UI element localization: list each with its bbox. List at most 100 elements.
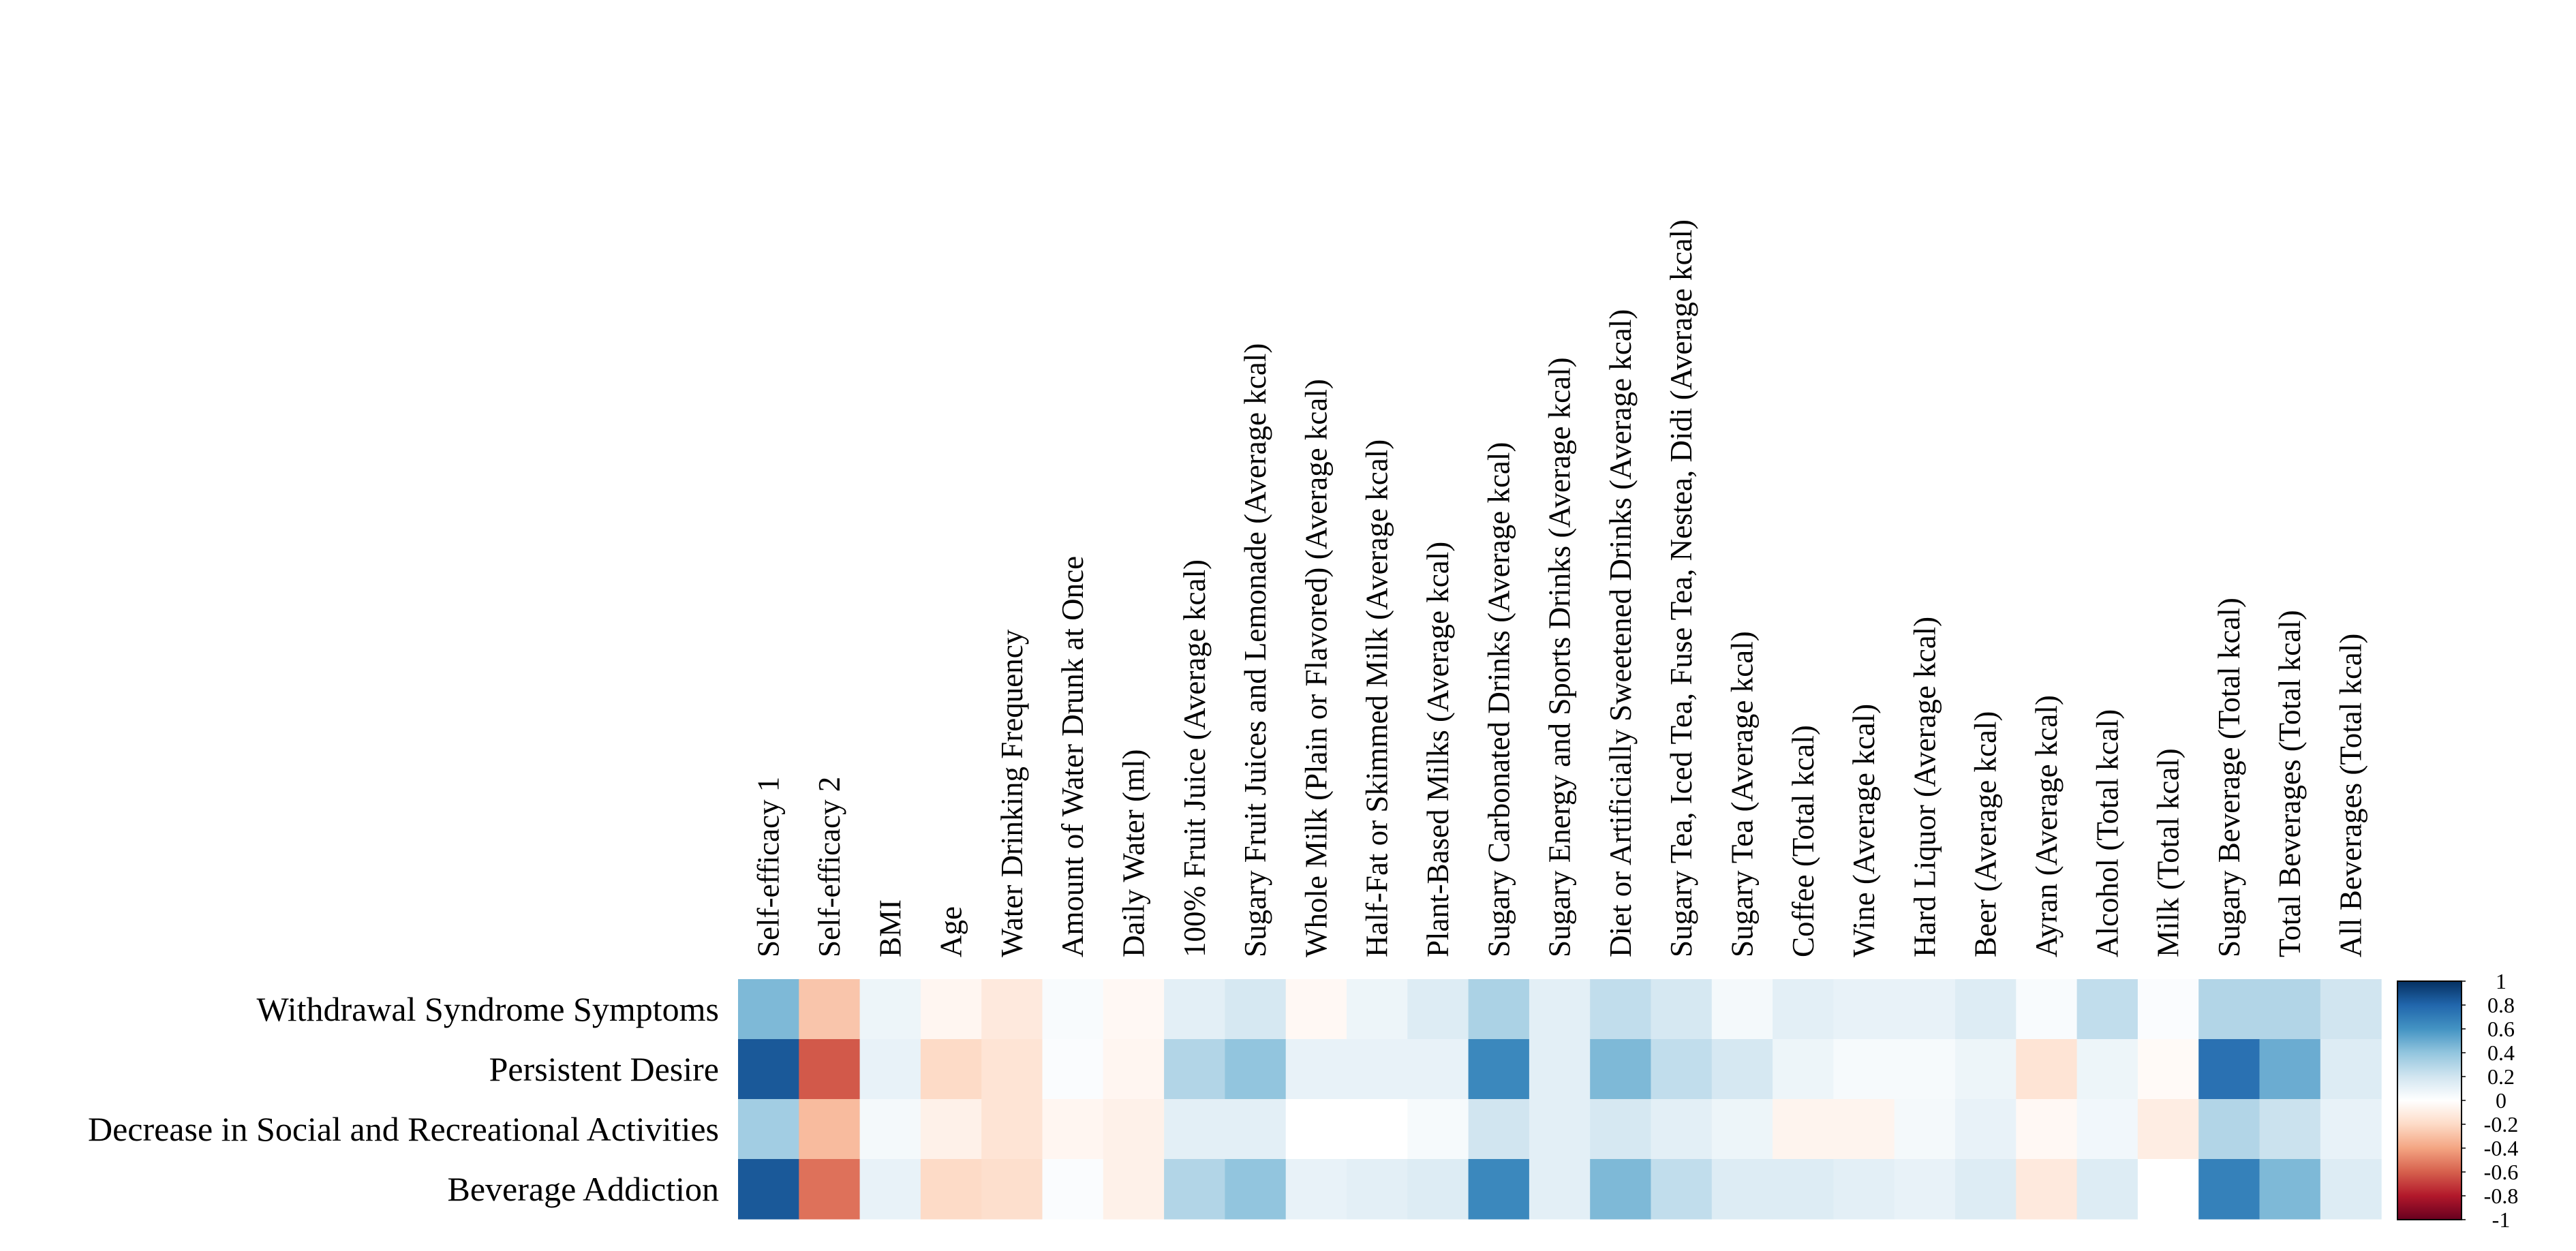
heatmap-cell-r2-c4 bbox=[920, 1039, 982, 1100]
heatmap-cell-r1-c24 bbox=[2137, 979, 2199, 1040]
heatmap-cell-r1-c14 bbox=[1529, 979, 1591, 1040]
heatmap-cell-r1-c16 bbox=[1651, 979, 1713, 1040]
heatmap-cell-r1-c2 bbox=[799, 979, 861, 1040]
column-label-sugary-fruit-juices-and-lemonade-average-kcal: Sugary Fruit Juices and Lemonade (Averag… bbox=[1238, 343, 1272, 957]
heatmap-cell-r4-c11 bbox=[1347, 1159, 1408, 1220]
heatmap-cell-r1-c17 bbox=[1711, 979, 1773, 1040]
column-label-milk-total-kcal: Milk (Total kcal) bbox=[2151, 748, 2186, 957]
heatmap-cell-r1-c12 bbox=[1407, 979, 1469, 1040]
heatmap-cell-r4-c6 bbox=[1042, 1159, 1104, 1220]
heatmap-cell-r2-c6 bbox=[1042, 1039, 1104, 1100]
heatmap-cell-r3-c13 bbox=[1468, 1099, 1530, 1160]
heatmap-cell-r4-c27 bbox=[2320, 1159, 2382, 1220]
column-label-half-fat-or-skimmed-milk-average-kcal: Half-Fat or Skimmed Milk (Average kcal) bbox=[1360, 439, 1394, 957]
heatmap-cell-r2-c9 bbox=[1225, 1039, 1287, 1100]
heatmap-cell-r2-c3 bbox=[859, 1039, 921, 1100]
column-label-whole-milk-plain-or-flavored-average-kcal: Whole Milk (Plain or Flavored) (Average … bbox=[1299, 379, 1333, 957]
heatmap-cell-r4-c2 bbox=[799, 1159, 861, 1220]
column-label-daily-water-ml: Daily Water (ml) bbox=[1117, 750, 1151, 957]
heatmap-cell-r1-c4 bbox=[920, 979, 982, 1040]
heatmap-cell-r3-c27 bbox=[2320, 1099, 2382, 1160]
column-label-beer-average-kcal: Beer (Average kcal) bbox=[1969, 711, 2003, 957]
heatmap-cell-r3-c25 bbox=[2198, 1099, 2260, 1160]
column-labels: Self-efficacy 1 Self-efficacy 2 BMI Age Wate… bbox=[752, 219, 2368, 957]
heatmap-cell-r3-c19 bbox=[1833, 1099, 1895, 1160]
heatmap-cell-r2-c1 bbox=[738, 1039, 799, 1100]
heatmap-cell-r2-c27 bbox=[2320, 1039, 2382, 1100]
heatmap-cell-r1-c3 bbox=[859, 979, 921, 1040]
column-label-sugary-tea-iced-tea-fuse-tea-nestea-didi-average-kcal: Sugary Tea, Iced Tea, Fuse Tea, Nestea, … bbox=[1664, 219, 1698, 957]
heatmap-cell-r3-c17 bbox=[1711, 1099, 1773, 1160]
heatmap-cell-r1-c1 bbox=[738, 979, 799, 1040]
heatmap-cell-r4-c14 bbox=[1529, 1159, 1591, 1220]
heatmap-cell-r2-c23 bbox=[2076, 1039, 2138, 1100]
heatmap-cell-r4-c26 bbox=[2259, 1159, 2321, 1220]
heatmap-cell-r1-c8 bbox=[1164, 979, 1225, 1040]
heatmap-cell-r2-c12 bbox=[1407, 1039, 1469, 1100]
column-label-ayran-average-kcal: Ayran (Average kcal) bbox=[2029, 695, 2064, 957]
heatmap-cell-r4-c18 bbox=[1773, 1159, 1834, 1220]
column-label-amount-of-water-drunk-at-once: Amount of Water Drunk at Once bbox=[1056, 556, 1090, 957]
heatmap-cell-r3-c7 bbox=[1103, 1099, 1165, 1160]
heatmap-cell-r2-c20 bbox=[1894, 1039, 1956, 1100]
heatmap-cell-r3-c16 bbox=[1651, 1099, 1713, 1160]
heatmap-cell-r1-c11 bbox=[1347, 979, 1408, 1040]
heatmap-cell-r4-c9 bbox=[1225, 1159, 1287, 1220]
heatmap-cell-r3-c10 bbox=[1285, 1099, 1347, 1160]
heatmap-cell-r2-c24 bbox=[2137, 1039, 2199, 1100]
heatmap-cell-r3-c12 bbox=[1407, 1099, 1469, 1160]
row-label-decrease-in-social-and-recreational-activities: Decrease in Social and Recreational Acti… bbox=[88, 1110, 719, 1148]
legend-tick-labels: 10.80.60.40.20-0.2-0.4-0.6-0.8-1 bbox=[2462, 969, 2518, 1232]
heatmap-cell-r4-c21 bbox=[1955, 1159, 2017, 1220]
heatmap-cell-r3-c24 bbox=[2137, 1099, 2199, 1160]
heatmap-cell-r3-c9 bbox=[1225, 1099, 1287, 1160]
column-label-sugary-energy-and-sports-drinks-average-kcal: Sugary Energy and Sports Drinks (Average… bbox=[1543, 357, 1577, 957]
heatmap-cell-r1-c20 bbox=[1894, 979, 1956, 1040]
heatmap-cell-r2-c17 bbox=[1711, 1039, 1773, 1100]
column-label-hard-liquor-average-kcal: Hard Liquor (Average kcal) bbox=[1907, 617, 1942, 957]
legend-tick-label: -0.8 bbox=[2484, 1184, 2519, 1208]
heatmap-cell-r3-c5 bbox=[981, 1099, 1043, 1160]
heatmap-cell-r1-c25 bbox=[2198, 979, 2260, 1040]
heatmap-cell-r3-c2 bbox=[799, 1099, 861, 1160]
heatmap-cell-r3-c18 bbox=[1773, 1099, 1834, 1160]
column-label-wine-average-kcal: Wine (Average kcal) bbox=[1847, 704, 1881, 957]
heatmap-cell-r1-c15 bbox=[1590, 979, 1652, 1040]
heatmap-cell-r4-c4 bbox=[920, 1159, 982, 1220]
row-label-persistent-desire: Persistent Desire bbox=[489, 1050, 719, 1088]
heatmap-cell-r4-c17 bbox=[1711, 1159, 1773, 1220]
column-label-self-efficacy-2: Self-efficacy 2 bbox=[812, 777, 846, 957]
heatmap-cell-r4-c3 bbox=[859, 1159, 921, 1220]
row-label-withdrawal-syndrome-symptoms: Withdrawal Syndrome Symptoms bbox=[257, 990, 720, 1028]
heatmap-cell-r4-c5 bbox=[981, 1159, 1043, 1220]
heatmap-cell-r1-c18 bbox=[1773, 979, 1834, 1040]
legend-tick-label: 1 bbox=[2496, 969, 2506, 993]
heatmap-cell-r3-c14 bbox=[1529, 1099, 1591, 1160]
heatmap-cell-r4-c23 bbox=[2076, 1159, 2138, 1220]
column-label-100-fruit-juice-average-kcal: 100% Fruit Juice (Average kcal) bbox=[1178, 559, 1212, 957]
heatmap-cell-r1-c26 bbox=[2259, 979, 2321, 1040]
row-labels: Withdrawal Syndrome Symptoms Persistent D… bbox=[88, 990, 719, 1208]
heatmap-cell-r4-c12 bbox=[1407, 1159, 1469, 1220]
heatmap-cell-r2-c8 bbox=[1164, 1039, 1225, 1100]
heatmap-cell-r4-c24 bbox=[2137, 1159, 2199, 1220]
heatmap-cell-r1-c13 bbox=[1468, 979, 1530, 1040]
heatmap-cell-r2-c10 bbox=[1285, 1039, 1347, 1100]
heatmap-cell-r2-c13 bbox=[1468, 1039, 1530, 1100]
legend-tick-label: 0.2 bbox=[2487, 1064, 2515, 1089]
legend-tick-label: -0.4 bbox=[2484, 1136, 2519, 1160]
column-label-diet-or-artificially-sweetened-drinks-average-kcal: Diet or Artificially Sweetened Drinks (A… bbox=[1604, 309, 1638, 957]
heatmap-cell-r3-c20 bbox=[1894, 1099, 1956, 1160]
legend-tick-label: 0.4 bbox=[2487, 1040, 2515, 1065]
heatmap-cell-r4-c25 bbox=[2198, 1159, 2260, 1220]
heatmap-cell-r2-c21 bbox=[1955, 1039, 2017, 1100]
heatmap-cell-r2-c16 bbox=[1651, 1039, 1713, 1100]
heatmap-cell-r4-c19 bbox=[1833, 1159, 1895, 1220]
heatmap-cell-r2-c5 bbox=[981, 1039, 1043, 1100]
column-label-plant-based-milks-average-kcal: Plant-Based Milks (Average kcal) bbox=[1421, 542, 1455, 957]
heatmap-cell-r2-c11 bbox=[1347, 1039, 1408, 1100]
column-label-age: Age bbox=[934, 906, 968, 957]
heatmap-cell-r3-c22 bbox=[2016, 1099, 2078, 1160]
heatmap-cell-r4-c22 bbox=[2016, 1159, 2078, 1220]
heatmap-cell-r2-c18 bbox=[1773, 1039, 1834, 1100]
